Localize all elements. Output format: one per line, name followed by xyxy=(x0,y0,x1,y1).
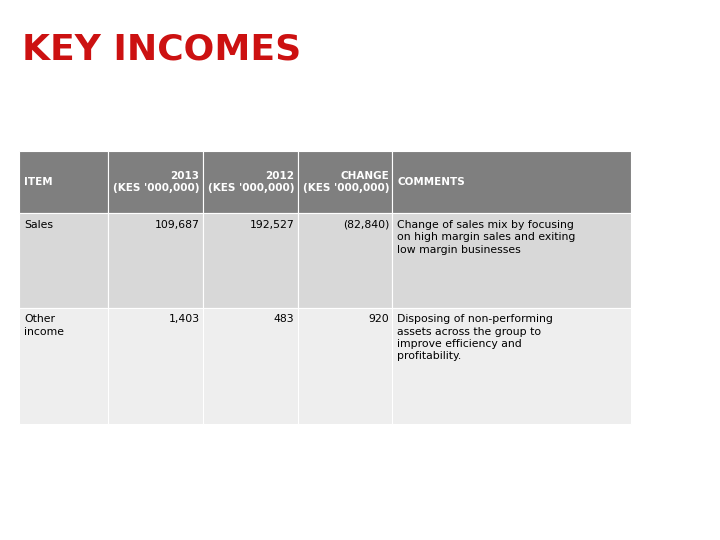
Text: CHANGE
(KES '000,000): CHANGE (KES '000,000) xyxy=(302,171,389,193)
Bar xyxy=(19,308,108,424)
Text: Disposing of non-performing
assets across the group to
improve efficiency and
pr: Disposing of non-performing assets acros… xyxy=(397,314,553,361)
Text: KEY INCOMES: KEY INCOMES xyxy=(22,32,302,66)
Text: Other
income: Other income xyxy=(24,314,64,336)
Bar xyxy=(108,151,203,213)
Bar xyxy=(203,213,297,308)
Text: 192,527: 192,527 xyxy=(249,220,294,230)
Bar xyxy=(392,151,631,213)
Bar xyxy=(19,213,108,308)
Bar xyxy=(203,308,297,424)
Text: 2013
(KES '000,000): 2013 (KES '000,000) xyxy=(113,171,199,193)
Bar xyxy=(19,151,108,213)
Text: 109,687: 109,687 xyxy=(155,220,199,230)
Text: 920: 920 xyxy=(369,314,389,325)
Bar xyxy=(297,151,392,213)
Text: 1,403: 1,403 xyxy=(168,314,199,325)
Bar xyxy=(203,151,297,213)
Bar xyxy=(108,308,203,424)
Text: Change of sales mix by focusing
on high margin sales and exiting
low margin busi: Change of sales mix by focusing on high … xyxy=(397,220,576,254)
Text: COMMENTS: COMMENTS xyxy=(397,177,465,187)
Text: 483: 483 xyxy=(274,314,294,325)
Bar xyxy=(108,213,203,308)
Text: ITEM: ITEM xyxy=(24,177,53,187)
Bar xyxy=(297,308,392,424)
Bar xyxy=(392,308,631,424)
Bar xyxy=(297,213,392,308)
Bar xyxy=(392,213,631,308)
Text: 2012
(KES '000,000): 2012 (KES '000,000) xyxy=(208,171,294,193)
Text: (82,840): (82,840) xyxy=(343,220,389,230)
Text: Sales: Sales xyxy=(24,220,53,230)
